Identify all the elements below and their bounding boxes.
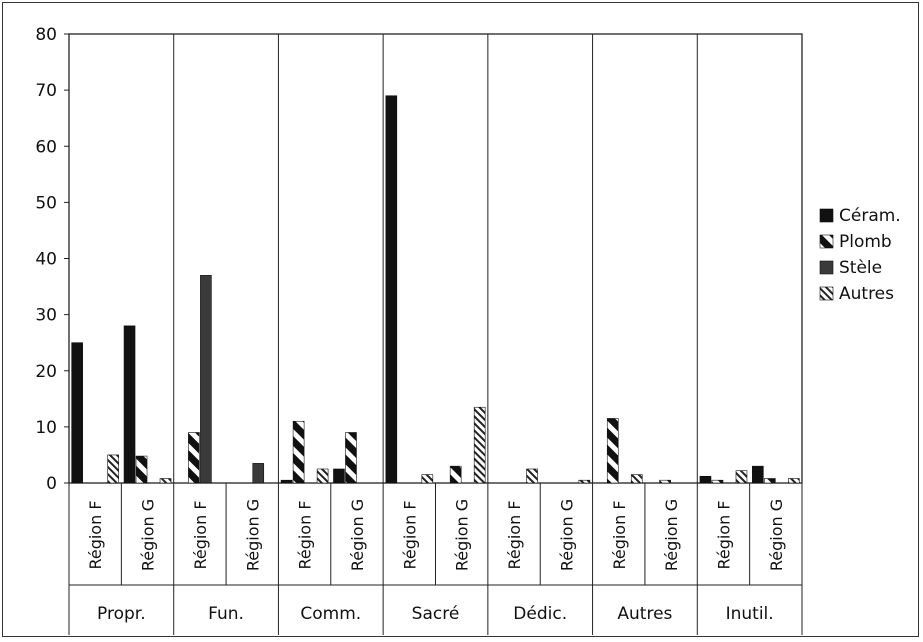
- y-tick-label: 60: [35, 137, 57, 157]
- y-tick-label: 30: [35, 306, 57, 326]
- x-group-label: Autres: [617, 604, 672, 624]
- x-subcategory-label: Région G: [453, 499, 472, 571]
- x-subcategory-label: Région F: [400, 500, 419, 569]
- legend-swatch: [819, 234, 834, 249]
- x-subcategory-label: Région F: [505, 500, 524, 569]
- x-subcategory-label: Région F: [86, 500, 105, 569]
- legend-label: Céram.: [839, 206, 901, 226]
- bar: [252, 463, 265, 484]
- x-group-label: Sacré: [412, 604, 460, 624]
- y-tick-label: 80: [35, 25, 57, 45]
- bar: [788, 478, 800, 484]
- bar: [711, 479, 724, 484]
- y-tick-label: 20: [35, 362, 57, 382]
- y-tick-label: 10: [35, 418, 57, 438]
- bar: [135, 455, 148, 484]
- legend-swatch: [819, 260, 834, 275]
- legend-label: Stèle: [839, 258, 882, 278]
- x-subcategory-label: Région G: [348, 499, 367, 571]
- bar: [280, 479, 293, 484]
- bar: [200, 275, 212, 484]
- bar: [659, 479, 671, 484]
- x-subcategory-label: Région G: [557, 499, 576, 571]
- bar: [316, 468, 329, 484]
- x-group-label: Inutil.: [726, 604, 774, 624]
- x-group-label: Propr.: [97, 604, 146, 624]
- x-subcategory-label: Région F: [714, 500, 733, 569]
- bar: [333, 468, 345, 484]
- x-group-label: Comm.: [300, 604, 361, 624]
- bar: [385, 95, 398, 484]
- legend-label: Autres: [839, 284, 894, 304]
- x-group-label: Dédic.: [513, 604, 567, 624]
- bar: [123, 325, 136, 484]
- legend-label: Plomb: [839, 232, 892, 252]
- x-subcategory-label: Région G: [243, 499, 262, 571]
- y-tick-label: 40: [35, 250, 57, 270]
- bar: [606, 418, 619, 484]
- bar: [752, 465, 764, 484]
- x-subcategory-label: Région G: [139, 499, 158, 571]
- bar: [526, 468, 538, 484]
- x-group-label: Fun.: [208, 604, 244, 624]
- y-tick-label: 50: [35, 193, 57, 213]
- x-subcategory-label: Région F: [296, 500, 315, 569]
- x-subcategory-label: Région F: [191, 500, 210, 569]
- legend-swatch: [819, 208, 834, 223]
- bar: [735, 470, 748, 484]
- legend-swatch: [819, 286, 834, 301]
- bar: [292, 420, 305, 484]
- bar-chart: 0 10 20 30 40 50 60 70 80 Région F Région G Propr. R…: [35, 25, 901, 635]
- bar: [107, 454, 119, 484]
- bar: [764, 478, 776, 484]
- x-subcategory-label: Région G: [662, 499, 681, 571]
- plot-area: [68, 33, 803, 484]
- bar: [188, 432, 200, 484]
- bar: [578, 479, 591, 484]
- bar: [699, 475, 712, 484]
- bar: [630, 474, 643, 484]
- x-subcategory-label: Région G: [767, 499, 786, 571]
- y-tick-label: 0: [46, 474, 57, 494]
- bar: [449, 465, 462, 484]
- x-subcategory-label: Région F: [610, 500, 629, 569]
- bar: [159, 478, 172, 484]
- bar: [421, 474, 434, 484]
- bar: [473, 406, 486, 484]
- bar: [71, 342, 83, 484]
- y-tick-label: 70: [35, 81, 57, 101]
- chart-legend: Céram. Plomb Stèle Autres: [819, 206, 901, 304]
- bar: [345, 432, 357, 484]
